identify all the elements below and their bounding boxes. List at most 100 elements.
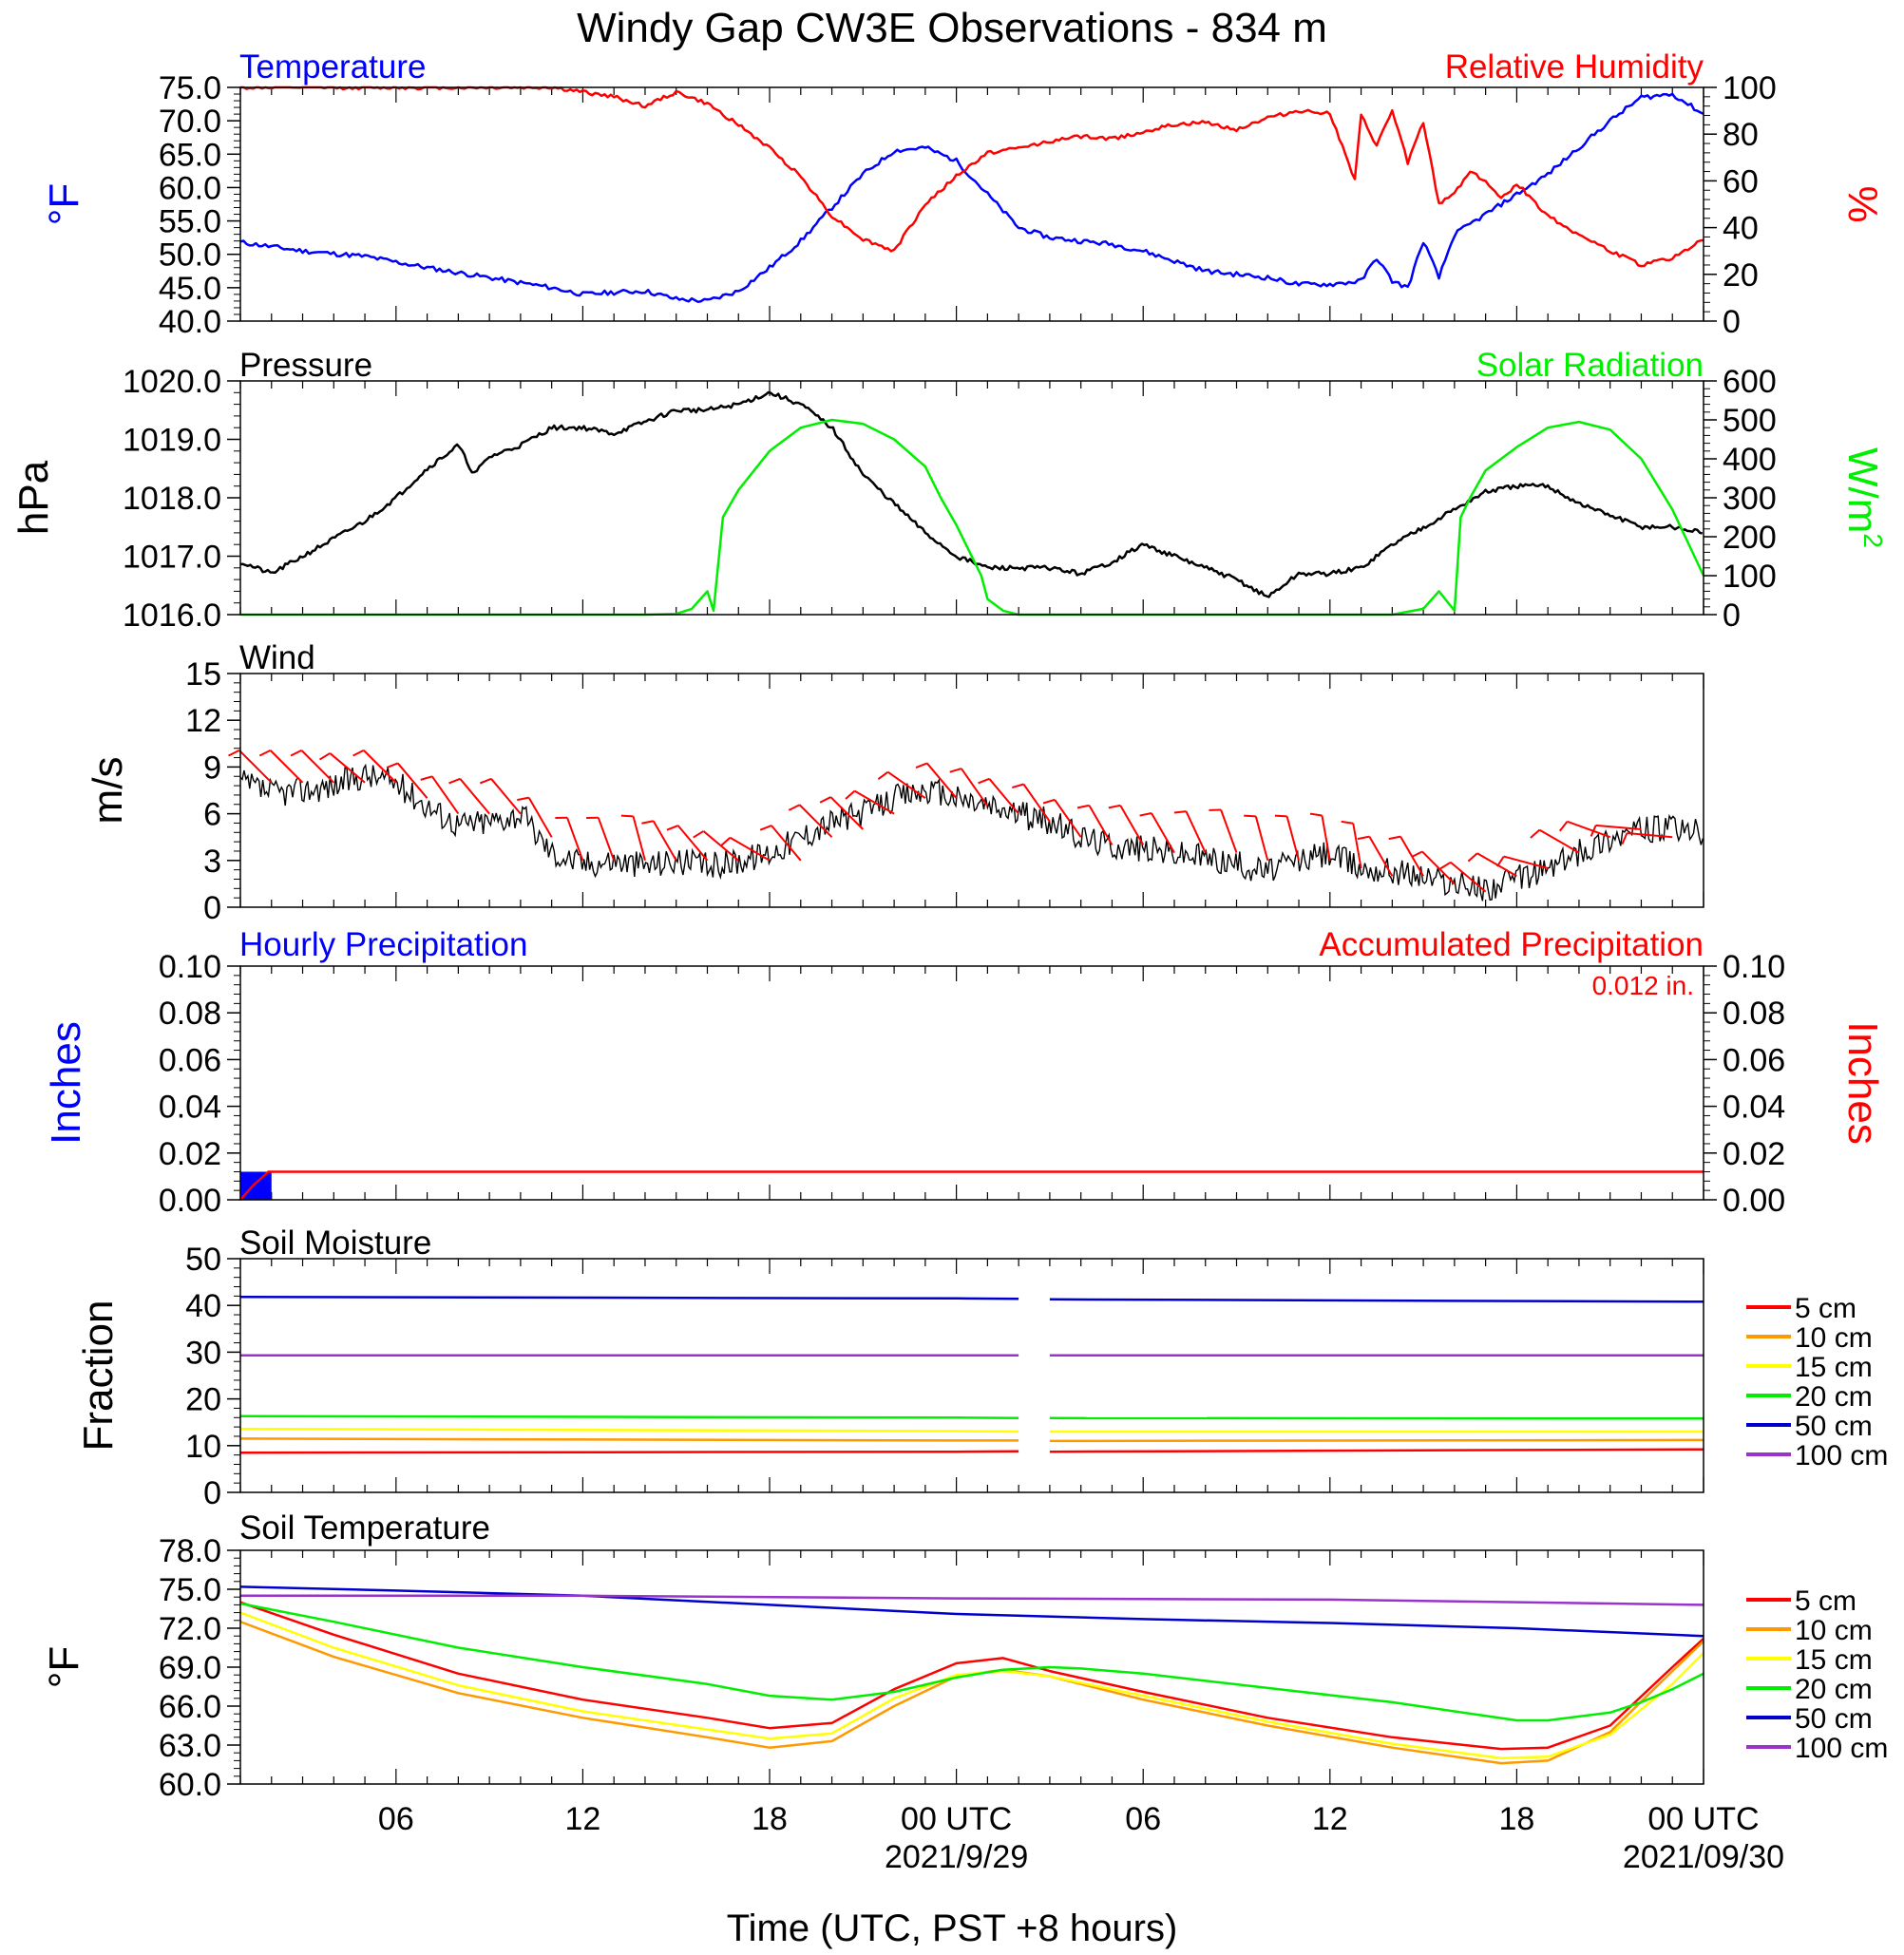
wind-barb-staff [798,804,833,838]
panel-wind: Wind m/s 0 3 6 9 12 15 [85,639,1704,926]
y-tick-label: 0.08 [1723,996,1785,1032]
soil-moisture-series [239,1296,1704,1454]
y-tick-label: 1016.0 [123,598,221,634]
wind-barb [949,768,989,807]
wind-barb [620,814,646,862]
wind-barb-flag [1530,828,1541,839]
soil_50-moisture-line [1049,1298,1704,1303]
x-axis-title: Time (UTC, PST +8 hours) [727,1908,1178,1949]
y-tick-label: 200 [1723,520,1777,556]
wind-barb [693,830,739,862]
wind-barb-flag [1108,804,1121,809]
legend-label: 20 cm [1795,1674,1873,1705]
wind-barb-staff [269,750,304,784]
soil_20-moisture-line [1049,1416,1704,1420]
y-tick-label: 6 [203,797,221,833]
wind-barb [586,816,616,862]
wind-barb-flag [915,762,928,769]
wind-barb-staff [1595,824,1642,830]
wind-barb-staff [988,778,1019,815]
wind-barb-flag [1274,814,1287,818]
wind-barb-staff [702,830,739,862]
wind-barb-staff [566,817,584,862]
wind-barb [845,789,895,815]
x-tick-label: 06 [1125,1801,1161,1837]
soil_5-temp-line [239,1601,1704,1751]
precip-ylabel-left: Inches [43,1021,89,1145]
soil_10-moisture-line [239,1437,1019,1442]
wind-barb [448,777,490,815]
wind-barb-flag [1011,783,1024,789]
temp-rh-ticks: 40.045.050.055.060.065.070.075.0 0 20 40 60 8… [159,70,1777,340]
wind-barbs [228,749,1673,893]
panel-soil-temp: Soil Temperature °F 60.063.066.069.072.0… [41,1509,1888,1803]
y-tick-label: 12 [185,703,221,739]
wind-barb-flag [1590,825,1597,837]
y-tick-label: 0 [203,890,221,926]
wind-barb [1357,835,1394,877]
legend-label: 10 cm [1795,1322,1873,1354]
wind-barb-flag [1139,812,1152,817]
humidity-line [240,85,1704,268]
pressure-solar-ticks: 1016.0 1017.0 1018.0 1019.0 1020.0 0100200300… [123,364,1777,634]
y-tick-label: 0.02 [159,1136,221,1172]
wind-barb-staff [632,816,646,862]
wind-barb-flag [1076,804,1090,809]
wind-barb [1496,855,1549,869]
wind-barb-flag [819,796,831,804]
x-tick-label: 18 [1498,1801,1534,1837]
wind-barb-staff [363,750,397,784]
y-tick-label: 60.0 [159,170,221,206]
wind-barb [1244,814,1269,862]
x-tick-label: 00 UTC [1647,1801,1759,1837]
wind-barb [386,762,428,799]
wind-barb-flag [1411,850,1423,859]
pressure-ylabel: hPa [10,460,57,535]
wind-barb-flag [1173,810,1187,814]
wind-barb-staff [1285,816,1301,862]
wind-barb [1042,798,1082,838]
legend-label: 15 cm [1795,1644,1873,1676]
wind-barb-flag [420,775,433,781]
solar-ylabel-base: W/m [1839,447,1886,533]
wind-barb-flag [1357,835,1370,841]
wind-barb [759,825,802,862]
wind-barb [788,804,833,838]
wind-barb-staff [1088,805,1114,845]
y-tick-label: 0.06 [159,1042,221,1078]
y-tick-label: 0.00 [159,1183,221,1219]
wind-barb [258,749,304,784]
y-tick-label: 60.0 [159,1767,221,1803]
soil_5-moisture-line [239,1450,1019,1454]
y-tick-label: 300 [1723,481,1777,517]
legend-label: 50 cm [1795,1703,1873,1735]
wind-barb-staff [1503,855,1549,869]
y-tick-label: 0.08 [159,996,221,1032]
wind-barb-staff [1476,852,1517,878]
y-tick-label: 1020.0 [123,364,221,400]
wind-barb-flag [352,749,365,757]
y-tick-label: 60 [1723,163,1759,199]
soil-moisture-left-title: Soil Moisture [239,1224,431,1262]
soil-temp-ticks: 60.063.066.069.072.075.078.0 [159,1533,1704,1803]
wind-barb [1209,808,1238,853]
wind-barb-flag [666,825,679,831]
wind-barb [1309,812,1331,861]
y-tick-label: 30 [185,1335,221,1371]
y-tick-label: 40.0 [159,304,221,340]
solar-ylabel-sup: 2 [1858,533,1888,548]
wind-barb [877,770,926,800]
y-tick-label: 0 [1723,598,1741,634]
soil-temp-series [239,1585,1704,1765]
y-tick-label: 0 [203,1475,221,1511]
y-tick-label: 75.0 [159,1572,221,1608]
legend-label: 5 cm [1795,1293,1856,1324]
precip-ticks: 0.00 0.02 0.04 0.06 0.08 0.10 0.00 0.02 0.04 0.06… [159,949,1785,1219]
chart-title: Windy Gap CW3E Observations - 834 m [577,5,1327,51]
wind-barb-flag [978,777,990,785]
x-tick-label: 12 [565,1801,601,1837]
precip-accum-total: 0.012 in. [1592,971,1694,1000]
wind-barb [1530,828,1580,854]
wind-barb [290,749,335,784]
temp-rh-right-title: Relative Humidity [1445,48,1704,85]
